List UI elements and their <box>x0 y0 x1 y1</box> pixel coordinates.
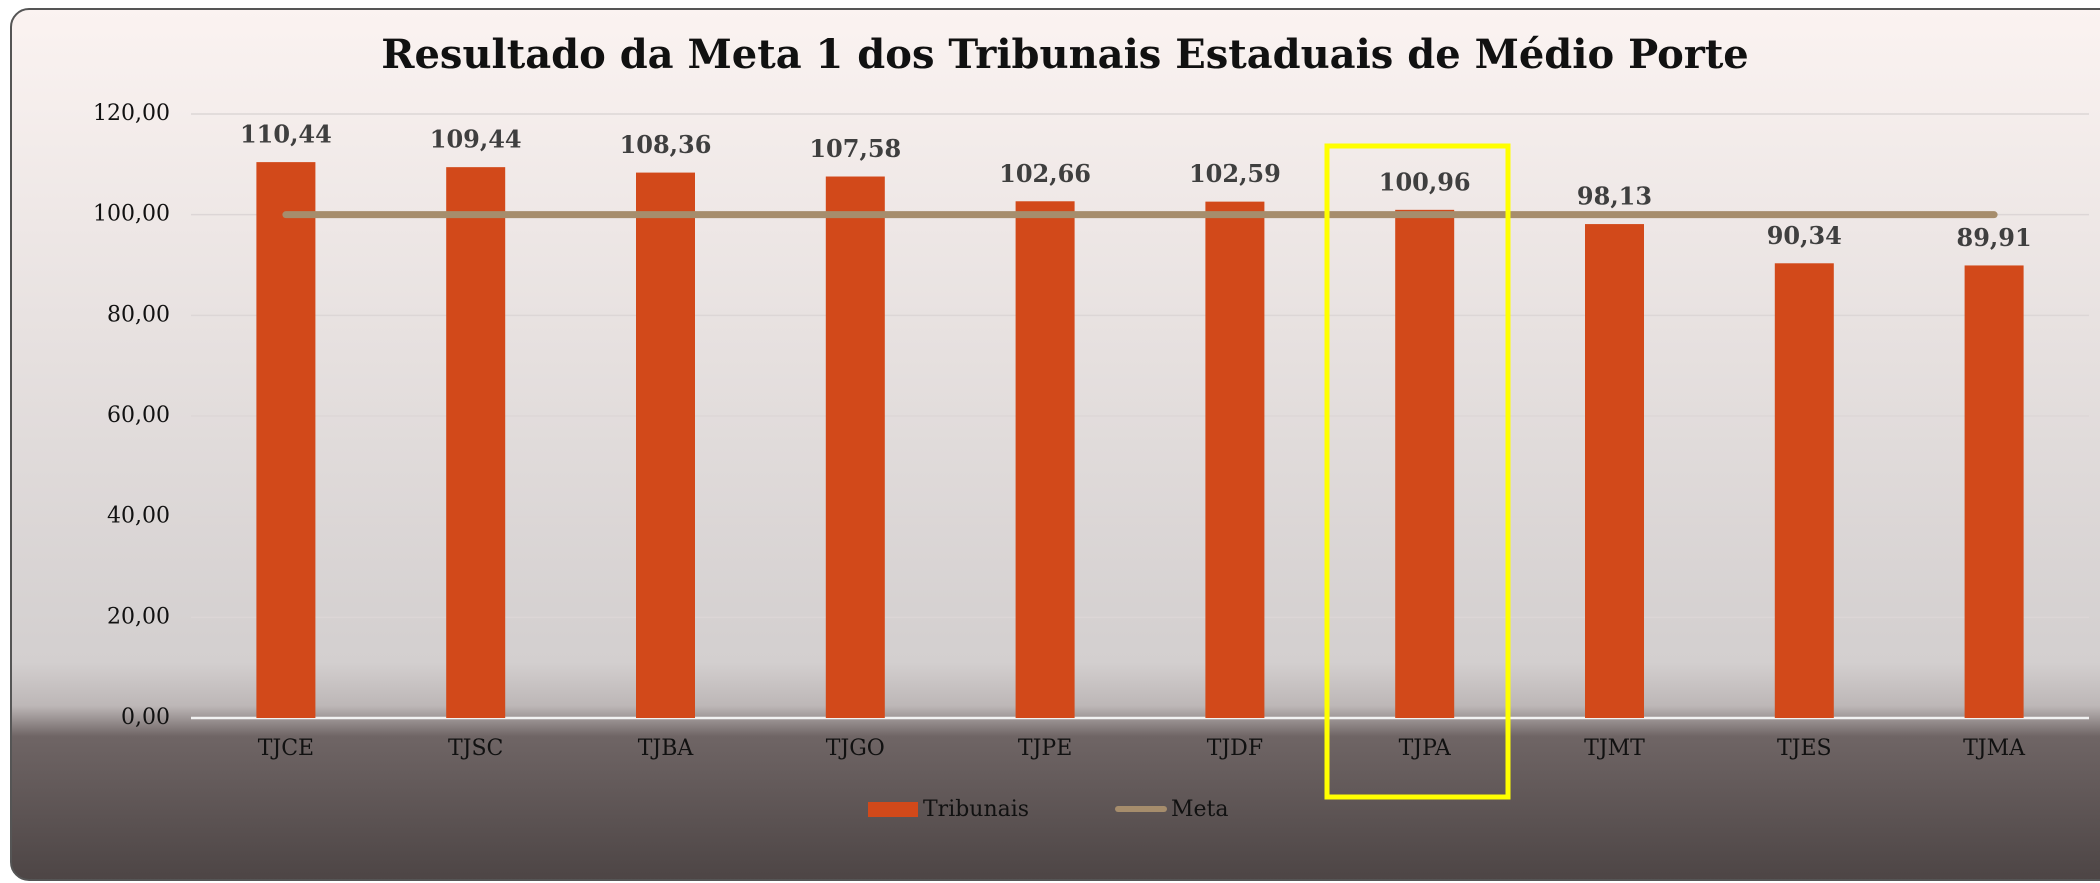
x-tick-label: TJMA <box>1963 736 2026 761</box>
y-tick-label: 100,00 <box>93 202 170 227</box>
y-tick-label: 80,00 <box>107 302 170 327</box>
bar <box>256 162 316 719</box>
legend-label: Tribunais <box>923 797 1029 822</box>
plot: 0,00 20,00 40,00 60,00 80,00 100,00 120,00 TJCE… <box>93 101 2089 822</box>
x-tick-label: TJCE <box>258 736 314 761</box>
legend-swatch <box>868 802 918 817</box>
data-label: 110,44 <box>240 120 332 149</box>
x-tick-label: TJES <box>1777 736 1832 761</box>
data-label: 100,96 <box>1379 167 1471 196</box>
data-label: 98,13 <box>1577 182 1652 211</box>
y-tick-label: 0,00 <box>121 705 170 730</box>
x-tick-label: TJPA <box>1399 736 1452 761</box>
y-tick-label: 60,00 <box>107 403 170 428</box>
data-label: 108,36 <box>620 130 712 159</box>
y-tick-label: 120,00 <box>93 101 170 126</box>
bar <box>1015 201 1075 718</box>
bar <box>1964 265 2024 718</box>
y-tick-label: 40,00 <box>107 504 170 529</box>
y-tick-label: 20,00 <box>107 604 170 629</box>
x-tick-label: TJPE <box>1018 736 1072 761</box>
bar <box>1205 201 1265 718</box>
bar <box>1395 209 1455 719</box>
bar <box>636 172 695 718</box>
data-label: 89,91 <box>1957 223 2032 252</box>
x-tick-label: TJSC <box>448 736 503 761</box>
bar <box>446 167 506 719</box>
x-tick-label: TJGO <box>826 736 885 761</box>
bar <box>1774 263 1834 718</box>
x-tick-label: TJBA <box>638 736 695 761</box>
data-label: 90,34 <box>1767 221 1842 250</box>
data-label: 109,44 <box>430 125 522 154</box>
legend-label: Meta <box>1171 797 1229 822</box>
chart-title: Resultado da Meta 1 dos Tribunais Estadu… <box>381 31 1749 78</box>
data-label: 102,59 <box>1189 159 1281 188</box>
data-label: 107,58 <box>809 134 901 163</box>
highlight-box <box>1324 143 1511 800</box>
bar <box>825 176 885 718</box>
x-tick-label: TJDF <box>1207 736 1263 761</box>
bar <box>1585 224 1644 719</box>
x-tick-label: TJMT <box>1584 736 1645 761</box>
data-label: 102,66 <box>999 159 1091 188</box>
